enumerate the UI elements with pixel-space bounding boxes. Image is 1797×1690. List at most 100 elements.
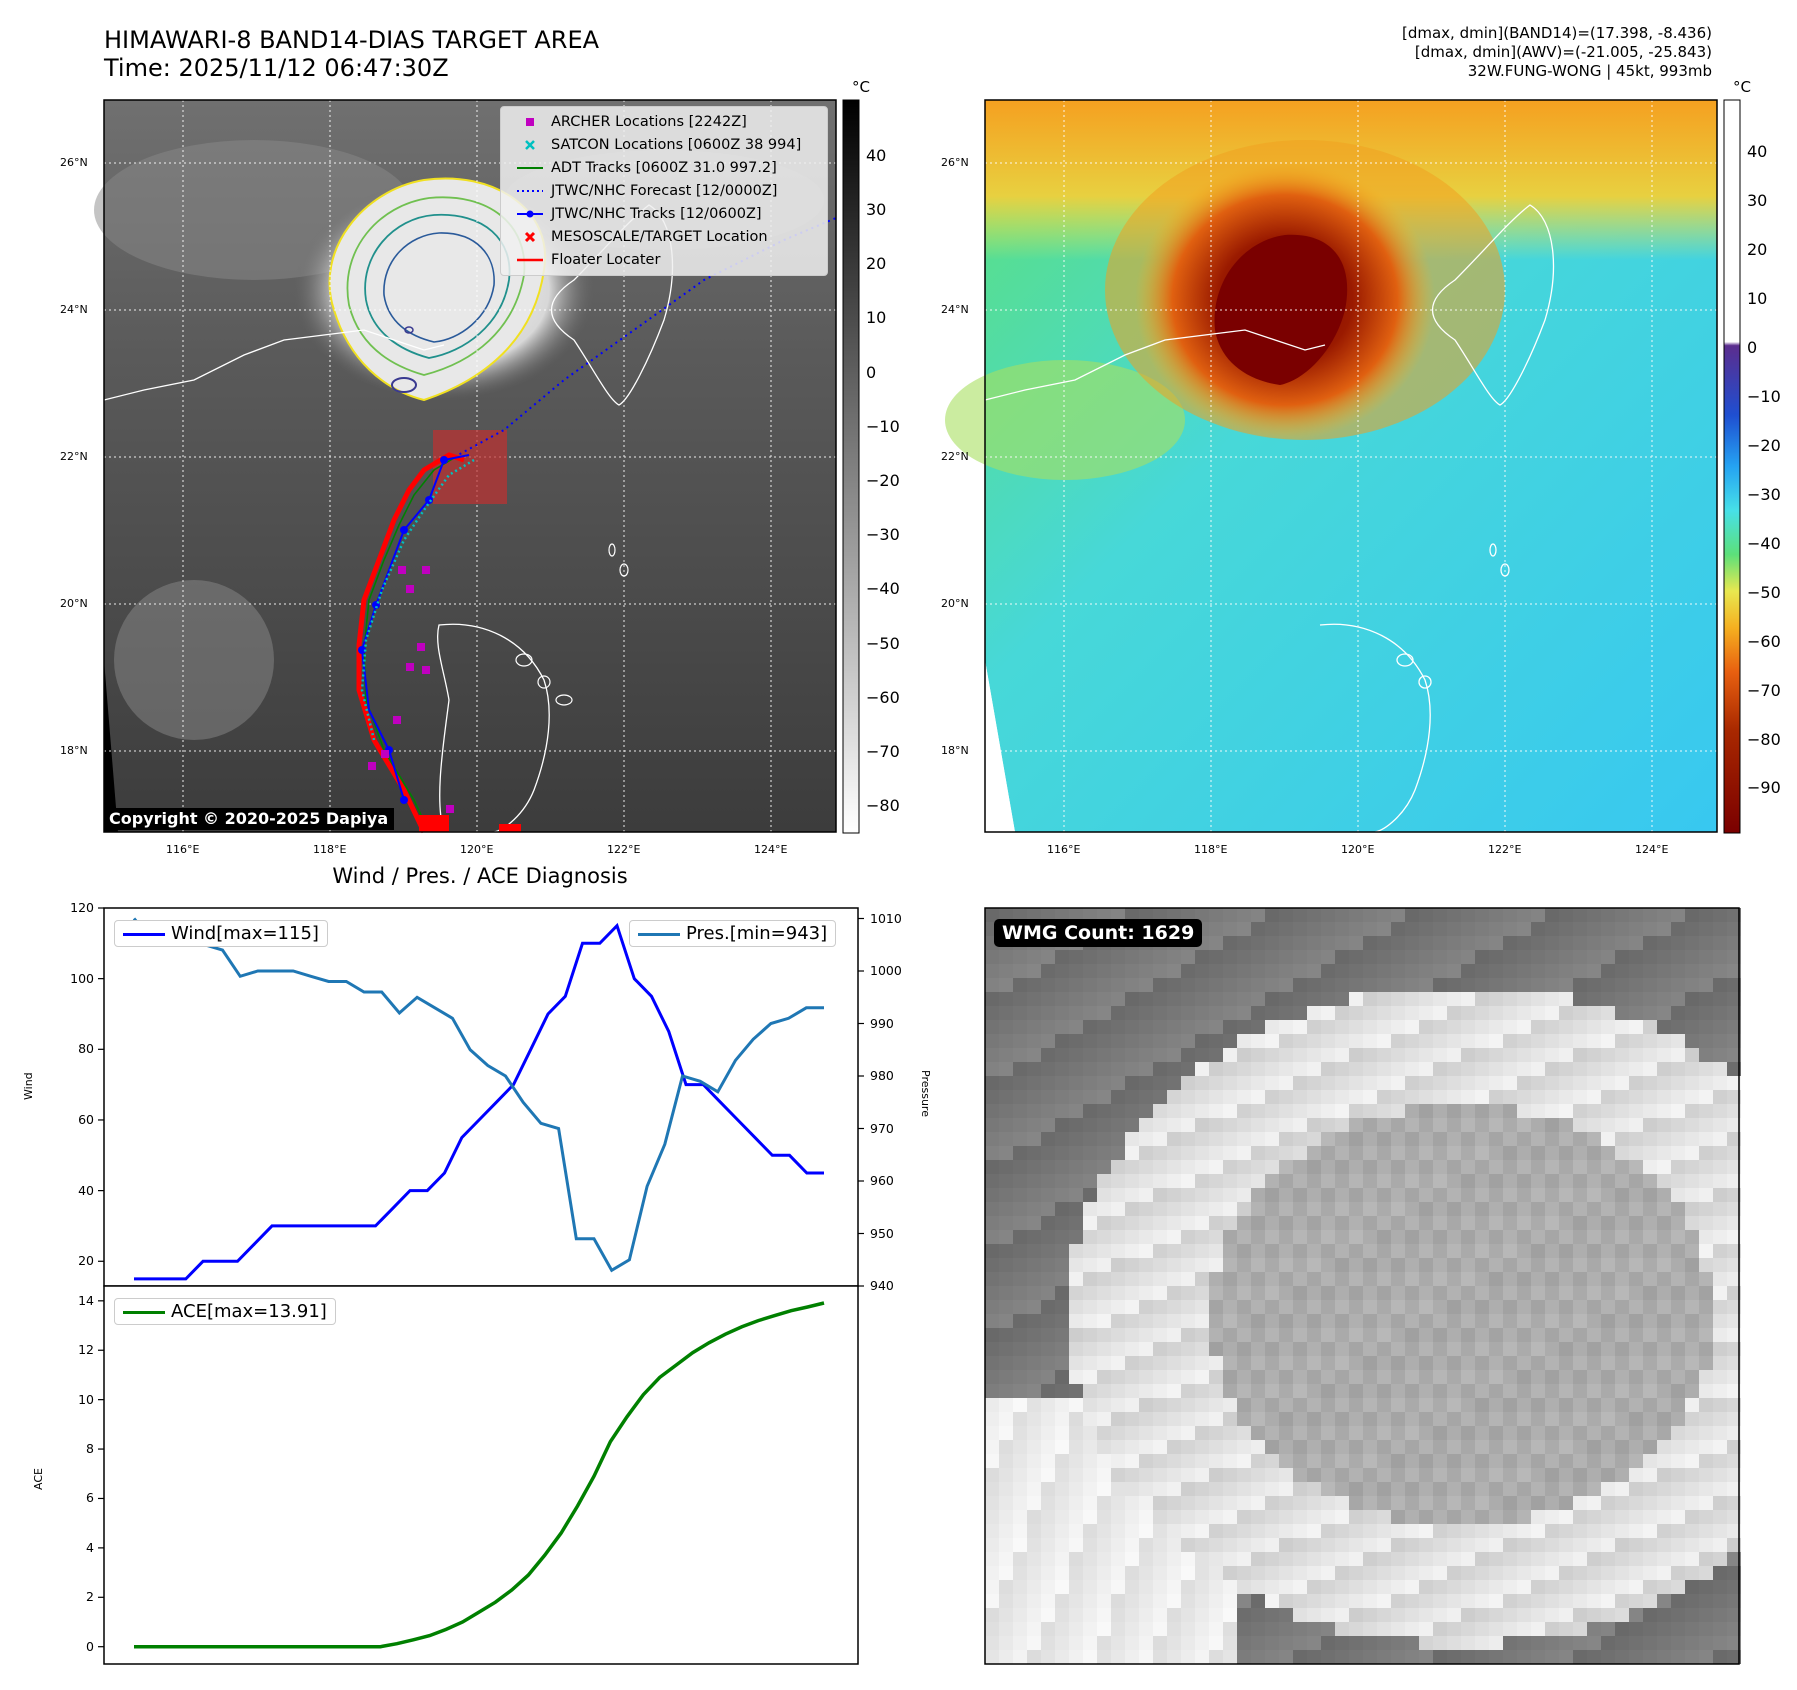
wmg-pixel-block [1517,1538,1531,1552]
wmg-pixel-block [1671,1510,1685,1524]
gray-colorbar [842,99,860,834]
wmg-pixel-block [1363,1454,1377,1468]
wmg-pixel-block [1153,1174,1167,1188]
wmg-pixel-block [1377,1636,1391,1650]
wmg-pixel-block [1419,1370,1433,1384]
wmg-pixel-block [1587,1608,1601,1622]
wmg-pixel-block [1489,1258,1503,1272]
wmg-pixel-block [1461,1594,1475,1608]
wmg-pixel-block [1531,1384,1545,1398]
wmg-pixel-block [1643,1132,1657,1146]
wmg-pixel-block [1279,1566,1293,1580]
wmg-pixel-block [1013,1188,1027,1202]
wmg-pixel-block [1615,1538,1629,1552]
wmg-pixel-block [1237,1496,1251,1510]
wmg-pixel-block [1447,1090,1461,1104]
wmg-pixel-block [1027,1146,1041,1160]
wmg-pixel-block [1097,1454,1111,1468]
wmg-pixel-block [1601,1328,1615,1342]
wmg-pixel-block [1069,1608,1083,1622]
wmg-pixel-block [1447,1286,1461,1300]
wmg-pixel-block [985,1202,999,1216]
wmg-pixel-block [1265,1090,1279,1104]
wmg-pixel-block [1671,1300,1685,1314]
wmg-pixel-block [1083,1216,1097,1230]
lat-label-26: 26°N [60,156,88,169]
wmg-pixel-block [1405,1188,1419,1202]
wmg-pixel-block [1041,992,1055,1006]
wmg-pixel-block [1545,1510,1559,1524]
wmg-pixel-block [1181,1412,1195,1426]
wmg-pixel-block [1139,1412,1153,1426]
wmg-pixel-block [1195,1216,1209,1230]
wmg-pixel-block [1027,1482,1041,1496]
wmg-pixel-block [1307,1342,1321,1356]
wmg-pixel-block [1419,1552,1433,1566]
wmg-pixel-block [1251,1216,1265,1230]
wmg-pixel-block [1125,1552,1139,1566]
wmg-pixel-block [1195,1398,1209,1412]
wmg-pixel-block [1013,1384,1027,1398]
wmg-pixel-block [1657,1370,1671,1384]
wmg-pixel-block [1083,1622,1097,1636]
wmg-pixel-block [1013,908,1027,922]
wmg-pixel-block [1097,1650,1111,1664]
wmg-pixel-block [1657,1650,1671,1664]
wmg-pixel-block [1685,1440,1699,1454]
wmg-pixel-block [1727,1496,1741,1510]
wmg-pixel-block [1027,908,1041,922]
wmg-pixel-block [1447,1370,1461,1384]
wmg-pixel-block [1433,1580,1447,1594]
wmg-pixel-block [1615,1328,1629,1342]
wmg-pixel-block [1153,1258,1167,1272]
wmg-pixel-block [1713,1202,1727,1216]
wmg-pixel-block [1363,1524,1377,1538]
wmg-pixel-block [1153,908,1167,922]
wmg-pixel-block [1363,1230,1377,1244]
wmg-pixel-block [1055,1552,1069,1566]
wmg-pixel-block [1125,1104,1139,1118]
wmg-pixel-block [1013,1636,1027,1650]
wmg-pixel-block [1699,1006,1713,1020]
wmg-pixel-block [1377,1384,1391,1398]
wmg-pixel-block [1069,1384,1083,1398]
wmg-pixel-block [1321,1244,1335,1258]
wmg-pixel-block [1643,1454,1657,1468]
wmg-pixel-block [1349,1622,1363,1636]
wmg-pixel-block [1139,1650,1153,1664]
wmg-pixel-block [1237,1202,1251,1216]
wmg-pixel-block [1083,1132,1097,1146]
wmg-pixel-block [1699,1594,1713,1608]
wmg-pixel-block [1321,1188,1335,1202]
wmg-pixel-block [1041,1300,1055,1314]
wmg-pixel-block [1223,1524,1237,1538]
wmg-pixel-block [1391,1076,1405,1090]
figure-title: HIMAWARI-8 BAND14-DIAS TARGET AREA Time:… [104,26,599,82]
wmg-pixel-block [1363,1090,1377,1104]
wmg-pixel-block [1181,1454,1195,1468]
wmg-pixel-block [1167,1118,1181,1132]
wmg-pixel-block [1069,1034,1083,1048]
wmg-pixel-block [1643,1440,1657,1454]
wmg-pixel-block [1041,1020,1055,1034]
wmg-pixel-block [1391,1118,1405,1132]
wmg-pixel-block [1321,1650,1335,1664]
wmg-pixel-block [1517,1356,1531,1370]
wmg-pixel-block [1615,1034,1629,1048]
wmg-pixel-block [1601,1244,1615,1258]
wmg-pixel-block [1405,1370,1419,1384]
wmg-pixel-block [1097,1342,1111,1356]
wmg-pixel-block [1433,1062,1447,1076]
wmg-pixel-block [1489,1412,1503,1426]
wmg-pixel-block [1489,1552,1503,1566]
wmg-pixel-block [1391,1286,1405,1300]
wmg-pixel-block [1461,1342,1475,1356]
wmg-pixel-block [1699,1482,1713,1496]
wmg-pixel-block [1181,1216,1195,1230]
wmg-pixel-block [1657,1006,1671,1020]
wmg-pixel-block [1405,1076,1419,1090]
wmg-pixel-block [1629,1454,1643,1468]
wmg-pixel-block [1601,1104,1615,1118]
wmg-pixel-block [1391,1426,1405,1440]
wmg-pixel-block [1083,1370,1097,1384]
